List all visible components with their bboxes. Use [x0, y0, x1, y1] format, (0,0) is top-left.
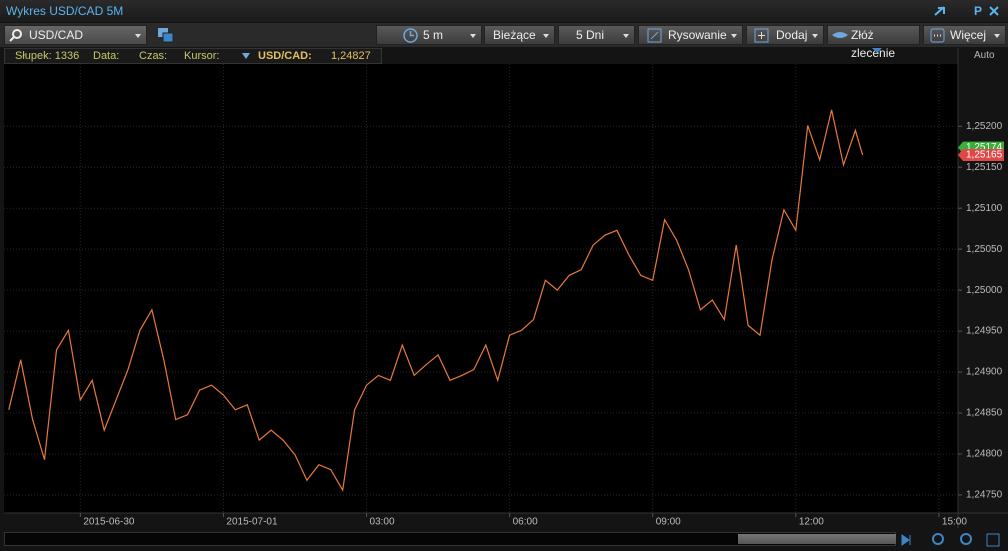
mode-text: Bieżące — [493, 28, 536, 42]
y-tick-label: 1,25200 — [966, 121, 1003, 132]
y-tick-label: 1,24750 — [966, 490, 1003, 501]
price-line — [8, 109, 864, 492]
y-tick-label: 1,24850 — [966, 408, 1003, 419]
y-tick-label: 1,25050 — [966, 244, 1003, 255]
price-tag-label: 1,25165 — [966, 150, 1003, 161]
y-tick-label: 1,25000 — [966, 285, 1003, 296]
symbol-select[interactable]: USD/CAD — [4, 25, 147, 45]
link-icon[interactable] — [932, 4, 948, 18]
lock[interactable] — [986, 533, 1000, 547]
go-end[interactable] — [901, 534, 911, 546]
y-tick-label: 1,24900 — [966, 367, 1003, 378]
add-text: Dodaj — [776, 28, 808, 42]
add-icon — [754, 28, 769, 43]
windows-icon[interactable] — [157, 27, 175, 44]
zoom-controls[interactable] — [900, 532, 1006, 548]
order-text: Złóż zlecenie — [851, 28, 896, 60]
window-title: Wykres USD/CAD 5M — [6, 4, 124, 18]
more-icon — [930, 28, 945, 43]
range-button[interactable]: 5 Dni — [558, 25, 635, 45]
y-tick-label: 1,24950 — [966, 326, 1003, 337]
draw-button[interactable]: Rysowanie — [638, 25, 743, 45]
info-date: Data: — [93, 50, 120, 62]
y-tick-label: 1,25100 — [966, 203, 1003, 214]
add-button[interactable]: Dodaj — [746, 25, 824, 45]
scrollbar-thumb[interactable] — [738, 534, 896, 544]
axis-mode[interactable]: Auto — [974, 50, 995, 61]
close-button[interactable] — [989, 6, 999, 16]
draw-text: Rysowanie — [668, 28, 727, 42]
mode-button[interactable]: Bieżące — [484, 25, 555, 45]
info-pair: USD/CAD: — [258, 50, 312, 62]
more-button[interactable]: Więcej — [923, 25, 1006, 45]
x-tick-label: 06:00 — [513, 517, 538, 528]
x-tick-label: 03:00 — [370, 517, 395, 528]
zoom-out[interactable] — [960, 533, 972, 545]
draw-icon — [647, 28, 662, 43]
chart: 1,24750 1,24800 1,24850 1,24900 1,24950 1,250… — [4, 48, 1008, 528]
x-tick-label: 2015-06-30 — [83, 517, 135, 528]
interval-text: 5 m — [423, 28, 444, 42]
info-bar-bg — [4, 48, 382, 64]
x-tick-label: 12:00 — [799, 517, 824, 528]
range-text: 5 Dni — [576, 28, 605, 42]
pin-button[interactable]: P — [974, 4, 983, 18]
zoom-in[interactable] — [932, 533, 944, 545]
info-time: Czas: — [139, 50, 168, 62]
info-value: 1,24827 — [331, 50, 371, 62]
symbol-text: USD/CAD — [29, 28, 84, 42]
scroll-marker — [872, 48, 882, 53]
price-tag-label: 1,25174 — [966, 142, 1003, 153]
interval-button[interactable]: 5 m — [376, 25, 482, 45]
order-button[interactable]: Złóż zlecenie — [827, 25, 920, 60]
info-cursor: Kursor: — [184, 50, 220, 62]
title-bar — [0, 0, 1008, 22]
x-tick-label: 15:00 — [942, 517, 967, 528]
plot-area — [4, 64, 958, 513]
info-bar-count: Słupek: 1336 — [15, 50, 80, 62]
more-text: Więcej — [950, 28, 987, 42]
y-tick-label: 1,25150 — [966, 162, 1003, 173]
x-tick-label: 2015-07-01 — [226, 517, 278, 528]
clock-icon — [403, 28, 418, 43]
y-tick-label: 1,24800 — [966, 449, 1003, 460]
x-tick-label: 09:00 — [656, 517, 681, 528]
price-tag — [958, 148, 1004, 161]
search-icon — [9, 29, 22, 42]
handshake-icon — [832, 32, 848, 38]
info-caret — [242, 53, 250, 59]
